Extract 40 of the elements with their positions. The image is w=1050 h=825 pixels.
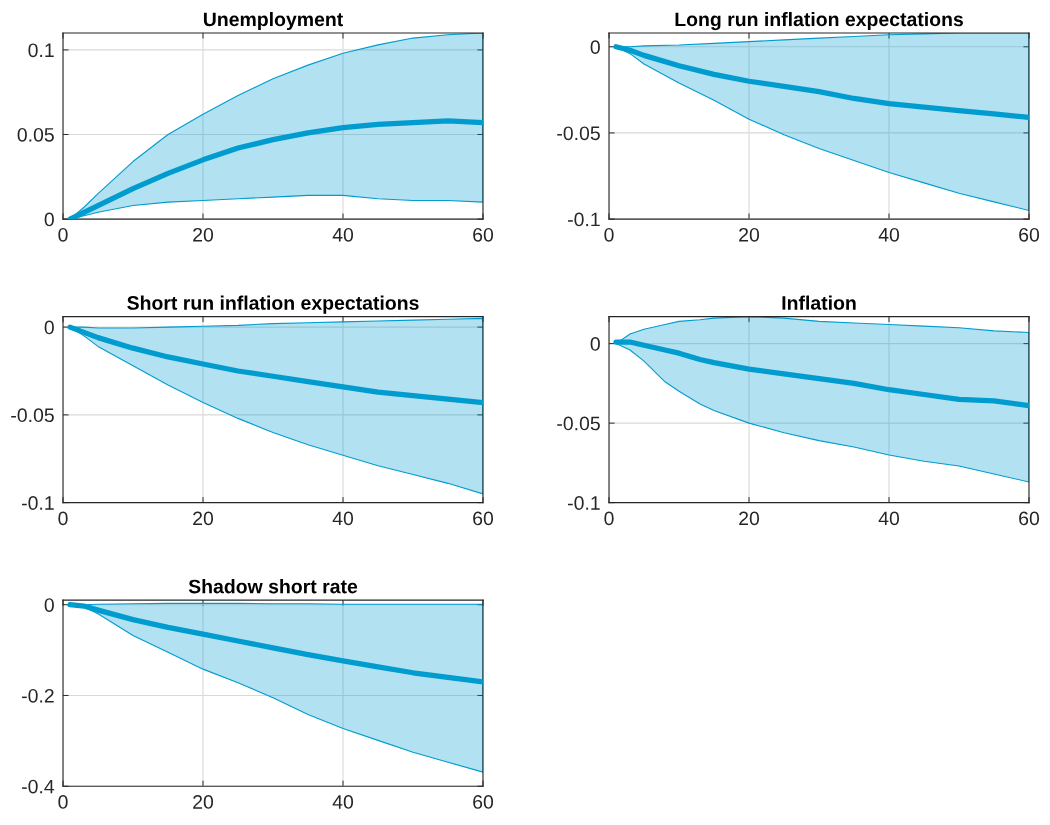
y-tick-label: -0.05: [11, 408, 54, 423]
x-tick-label: 20: [193, 511, 214, 526]
y-tick-label: 0: [44, 320, 54, 335]
chart-title: Shadow short rate: [188, 579, 358, 594]
y-tick-label: -0.1: [22, 496, 54, 510]
y-tick-label: 0.1: [28, 43, 54, 58]
y-tick-label: 0: [44, 598, 54, 612]
y-tick-label: -0.1: [568, 212, 600, 227]
x-tick-label: 20: [193, 795, 214, 809]
chart-title: Long run inflation expectations: [675, 11, 963, 31]
chart-title: Inflation: [782, 295, 856, 310]
y-tick-label: 0: [590, 40, 600, 55]
chart-title: Short run inflation expectations: [127, 295, 419, 314]
y-tick-label: -0.05: [557, 126, 600, 141]
x-tick-label: 20: [739, 511, 760, 526]
x-tick-label: 60: [473, 795, 494, 809]
y-tick-label: -0.4: [22, 779, 55, 794]
y-tick-label: 0.05: [17, 127, 54, 142]
x-tick-label: 0: [58, 511, 68, 526]
x-tick-label: 20: [739, 227, 760, 242]
x-tick-label: 0: [58, 795, 68, 809]
x-tick-label: 0: [58, 227, 68, 242]
y-tick-label: -0.05: [557, 416, 600, 431]
y-tick-label: -0.1: [568, 496, 600, 510]
chart-title: Unemployment: [203, 11, 343, 31]
x-tick-label: 60: [1019, 227, 1040, 242]
x-tick-label: 40: [878, 511, 900, 526]
x-tick-label: 0: [604, 511, 614, 526]
x-tick-label: 20: [193, 227, 214, 242]
x-tick-label: 0: [604, 227, 614, 242]
x-tick-label: 60: [473, 511, 494, 526]
y-tick-label: 0: [44, 212, 54, 227]
x-tick-label: 40: [878, 227, 900, 242]
x-tick-label: 60: [1019, 511, 1040, 526]
x-tick-label: 40: [332, 511, 354, 526]
x-tick-label: 60: [473, 227, 494, 242]
y-tick-label: -0.2: [22, 688, 54, 703]
x-tick-label: 40: [332, 795, 354, 809]
y-tick-label: 0: [590, 337, 600, 351]
x-tick-label: 40: [332, 227, 354, 242]
